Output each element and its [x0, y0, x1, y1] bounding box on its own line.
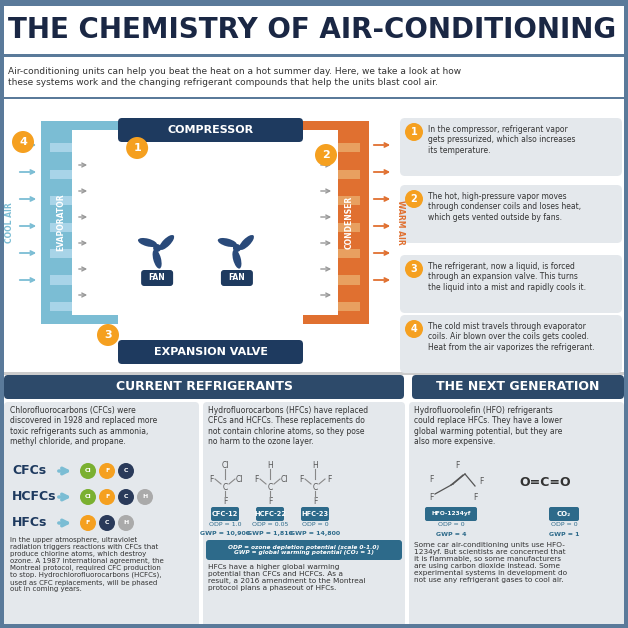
Text: 1: 1 [133, 143, 141, 153]
Text: C: C [268, 482, 273, 492]
Text: F: F [429, 475, 433, 484]
Text: Air-conditioning units can help you beat the heat on a hot summer day. Here, we : Air-conditioning units can help you beat… [8, 67, 461, 87]
Text: GWP = 1,810: GWP = 1,810 [247, 531, 293, 536]
Text: CURRENT REFRIGERANTS: CURRENT REFRIGERANTS [116, 381, 293, 394]
Text: The cold mist travels through evaporator
coils. Air blown over the coils gets co: The cold mist travels through evaporator… [428, 322, 595, 352]
Text: THE NEXT GENERATION: THE NEXT GENERATION [436, 381, 600, 394]
Bar [50, 130, 72, 315]
FancyBboxPatch shape [206, 540, 402, 560]
Text: 2: 2 [411, 194, 418, 204]
Bar [50, 209, 72, 219]
Bar [0, 97, 628, 99]
Text: 3: 3 [104, 330, 112, 340]
Circle shape [118, 489, 134, 505]
Text: In the upper atmosphere, ultraviolet
radiation triggers reactions with CFCs that: In the upper atmosphere, ultraviolet rad… [10, 537, 164, 592]
Bar [50, 156, 72, 166]
Bar [0, 0, 628, 4]
Text: HCFCs: HCFCs [12, 490, 57, 504]
Text: H: H [267, 460, 273, 470]
Text: F: F [209, 475, 213, 484]
Text: EVAPORATOR: EVAPORATOR [57, 193, 65, 251]
Bar [50, 130, 72, 139]
Text: ODP = 0: ODP = 0 [438, 522, 464, 528]
Text: HFC-23: HFC-23 [301, 511, 328, 517]
FancyBboxPatch shape [118, 118, 303, 142]
Circle shape [80, 489, 96, 505]
FancyBboxPatch shape [400, 315, 622, 373]
Text: GWP = 14,800: GWP = 14,800 [290, 531, 340, 536]
Bar [0, 57, 628, 97]
Text: F: F [455, 462, 459, 470]
Bar [338, 302, 360, 311]
Text: 1: 1 [411, 127, 418, 137]
Bar [338, 130, 360, 315]
Bar [50, 315, 118, 324]
Circle shape [118, 515, 134, 531]
Text: Cl: Cl [221, 460, 229, 470]
Text: F: F [105, 494, 109, 499]
Text: 2: 2 [322, 150, 330, 160]
Text: HCFC-22: HCFC-22 [254, 511, 286, 517]
Circle shape [118, 463, 134, 479]
FancyBboxPatch shape [118, 340, 303, 364]
Text: F: F [299, 475, 303, 484]
Text: C: C [312, 482, 318, 492]
Text: F: F [473, 494, 477, 502]
Text: ODP = ozone depletion potential (scale 0-1.0)
GWP = global warming potential (CO: ODP = ozone depletion potential (scale 0… [229, 544, 379, 555]
FancyBboxPatch shape [221, 270, 253, 286]
Bar [338, 209, 360, 219]
Bar [50, 183, 72, 192]
Bar [338, 143, 360, 153]
Text: COOL AIR: COOL AIR [4, 202, 13, 243]
Bar [50, 196, 72, 205]
Bar [50, 143, 72, 153]
FancyBboxPatch shape [400, 118, 622, 176]
Text: F: F [268, 497, 272, 506]
Bar [50, 289, 72, 298]
Circle shape [233, 244, 241, 252]
Circle shape [405, 190, 423, 208]
FancyBboxPatch shape [549, 507, 579, 521]
Bar [50, 249, 72, 258]
Text: O=C=O: O=C=O [519, 475, 571, 489]
Circle shape [405, 320, 423, 338]
Circle shape [405, 123, 423, 141]
Text: Hydrofluorocarbons (HFCs) have replaced
CFCs and HCFCs. These replacements do
no: Hydrofluorocarbons (HFCs) have replaced … [208, 406, 368, 447]
Circle shape [405, 260, 423, 278]
Circle shape [97, 324, 119, 346]
FancyBboxPatch shape [412, 375, 624, 399]
Bar [360, 121, 369, 324]
Text: F: F [429, 494, 433, 502]
Text: F: F [479, 477, 483, 487]
Bar [338, 196, 360, 205]
Ellipse shape [218, 238, 237, 247]
Bar [0, 6, 628, 54]
Circle shape [137, 489, 153, 505]
Text: THE CHEMISTRY OF AIR-CONDITIONING: THE CHEMISTRY OF AIR-CONDITIONING [8, 16, 616, 44]
Bar [50, 170, 72, 179]
Circle shape [315, 144, 337, 166]
Circle shape [99, 515, 115, 531]
Text: Some car air-conditioning units use HFO-
1234yf. But scientists are concerned th: Some car air-conditioning units use HFO-… [414, 542, 567, 583]
Bar [338, 249, 360, 258]
FancyBboxPatch shape [301, 507, 329, 521]
FancyBboxPatch shape [425, 507, 477, 521]
Text: EXPANSION VALVE: EXPANSION VALVE [153, 347, 268, 357]
Bar [338, 222, 360, 232]
Circle shape [99, 463, 115, 479]
Ellipse shape [153, 249, 161, 269]
Bar [338, 130, 360, 139]
FancyBboxPatch shape [400, 185, 622, 243]
Text: Hydrofluoroolefin (HFO) refrigerants
could replace HFCs. They have a lower
globa: Hydrofluoroolefin (HFO) refrigerants cou… [414, 406, 563, 447]
Ellipse shape [239, 235, 254, 250]
Text: FAN: FAN [229, 274, 246, 283]
FancyBboxPatch shape [203, 402, 405, 627]
Bar [41, 121, 50, 324]
Bar [50, 275, 72, 284]
Text: F: F [86, 521, 90, 526]
Text: F: F [254, 475, 258, 484]
Bar [338, 289, 360, 298]
Text: GWP = 1: GWP = 1 [549, 531, 579, 536]
Text: HFCs have a higher global warming
potential than CFCs and HCFCs. As a
result, a : HFCs have a higher global warming potent… [208, 564, 365, 591]
Text: HFO-1234yf: HFO-1234yf [431, 511, 471, 516]
